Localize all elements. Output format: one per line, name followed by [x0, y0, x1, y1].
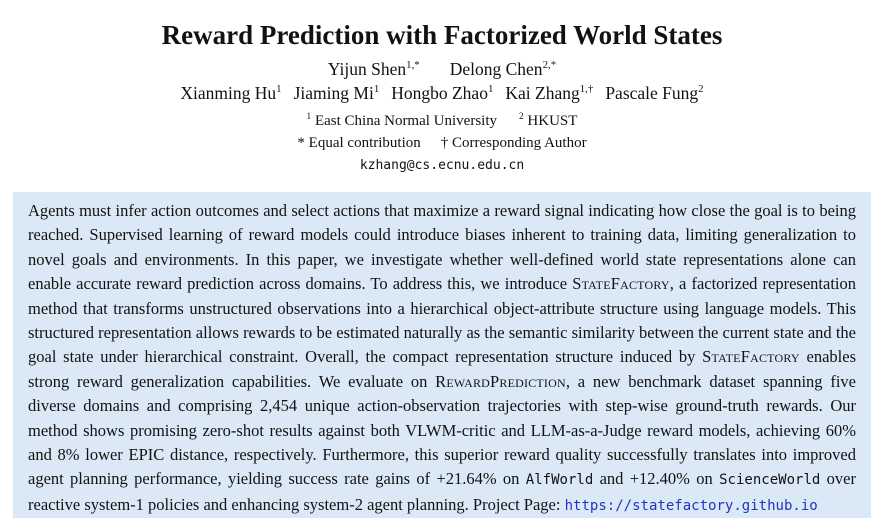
- author-name: Xianming Hu1: [180, 83, 282, 104]
- author-name: Delong Chen2,*: [449, 59, 557, 80]
- affiliation: 1 East China Normal University: [306, 112, 498, 130]
- contribution-note: * Equal contribution: [297, 134, 421, 151]
- author-name: Hongbo Zhao1: [391, 83, 494, 104]
- paper-title: Reward Prediction with Factorized World …: [161, 20, 723, 50]
- abstract-segment-smallcaps: RewardPrediction: [435, 371, 566, 391]
- author-name: Pascale Fung2: [605, 83, 704, 104]
- author-line-2: Xianming Hu1 Jiaming Mi1 Hongbo Zhao1 Kai Z…: [0, 81, 884, 105]
- abstract-segment-normal: , a factorized representation method tha…: [28, 274, 856, 367]
- abstract-text: Agents must infer action outcomes and se…: [28, 199, 856, 518]
- author-name: Yijun Shen1,*: [327, 59, 420, 80]
- abstract-segment-mono: AlfWorld: [525, 472, 594, 489]
- abstract-box: Agents must infer action outcomes and se…: [13, 192, 871, 518]
- abstract-segment-normal: , a new benchmark dataset spanning five …: [28, 371, 856, 489]
- abstract-segment-normal: Agents must infer action outcomes and se…: [28, 201, 856, 294]
- contribution-notes: * Equal contribution † Corresponding Auth…: [0, 134, 884, 154]
- affiliation: 2 HKUST: [519, 112, 578, 130]
- project-page-link[interactable]: https://statefactory.github.io: [564, 497, 818, 514]
- abstract-segment-mono: ScienceWorld: [719, 472, 821, 489]
- contact-email: kzhang@cs.ecnu.edu.cn: [359, 158, 525, 174]
- author-name: Jiaming Mi1: [293, 83, 380, 104]
- author-name: Kai Zhang1,†: [505, 83, 594, 104]
- contribution-note: † Corresponding Author: [440, 134, 587, 151]
- abstract-segment-smallcaps: StateFactory: [572, 274, 670, 294]
- author-line-1: Yijun Shen1,* Delong Chen2,*: [0, 57, 884, 81]
- abstract-segment-normal: enables strong reward generalization cap…: [28, 347, 856, 391]
- abstract-segment-normal: and +12.40% on: [593, 469, 720, 489]
- abstract-segment-normal: over reactive system-1 policies and enha…: [28, 469, 857, 514]
- affiliations-line: 1 East China Normal University 2 HKUST: [0, 112, 884, 132]
- abstract-segment-smallcaps: StateFactory: [702, 347, 800, 367]
